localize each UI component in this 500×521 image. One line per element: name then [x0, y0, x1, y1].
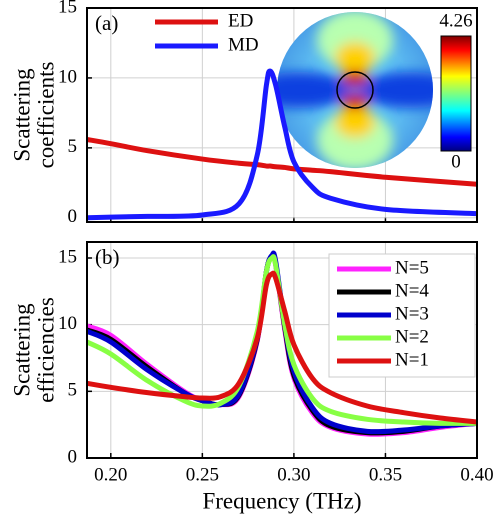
- legend-label: N=2: [395, 326, 429, 347]
- y-tick-label: 0: [68, 446, 78, 467]
- x-tick-label: 0.40: [460, 464, 493, 485]
- y-tick-label: 0: [68, 206, 78, 227]
- y-tick-label: 15: [58, 0, 77, 17]
- y-axis-label: Scattering: [9, 68, 34, 162]
- legend-label: MD: [228, 34, 259, 55]
- legend-label: N=5: [395, 257, 429, 278]
- series-line: [86, 68, 478, 221]
- legend-label: N=1: [395, 349, 429, 370]
- x-tick-label: 0.20: [94, 464, 127, 485]
- y-tick-label: 10: [58, 66, 77, 87]
- y-tick-label: 5: [68, 136, 78, 157]
- series-line: [85, 254, 478, 426]
- y-tick-label: 15: [58, 246, 77, 267]
- x-tick-label: 0.35: [369, 464, 402, 485]
- colorbar-label: 4.26: [439, 10, 472, 31]
- panel-label: (b): [95, 245, 120, 269]
- plot-frame: [86, 7, 478, 223]
- legend-label: ED: [228, 10, 253, 31]
- series-line: [86, 137, 478, 187]
- y-axis-label: efficiencies: [33, 297, 58, 403]
- x-axis-label: Frequency (THz): [202, 488, 361, 513]
- panel-label: (a): [95, 11, 118, 35]
- y-axis-label: Scattering: [9, 303, 34, 397]
- y-tick-label: 5: [68, 380, 78, 401]
- field-inset: [277, 12, 472, 168]
- x-tick-label: 0.25: [186, 464, 219, 485]
- x-tick-label: 0.30: [277, 464, 310, 485]
- plot-frame: [86, 241, 478, 459]
- legend-label: N=4: [395, 280, 429, 301]
- y-axis-label: coefficients: [33, 62, 58, 169]
- colorbar-label: 0: [451, 151, 461, 172]
- series-line: [86, 270, 478, 425]
- legend-label: N=3: [395, 303, 429, 324]
- y-tick-label: 10: [58, 313, 77, 334]
